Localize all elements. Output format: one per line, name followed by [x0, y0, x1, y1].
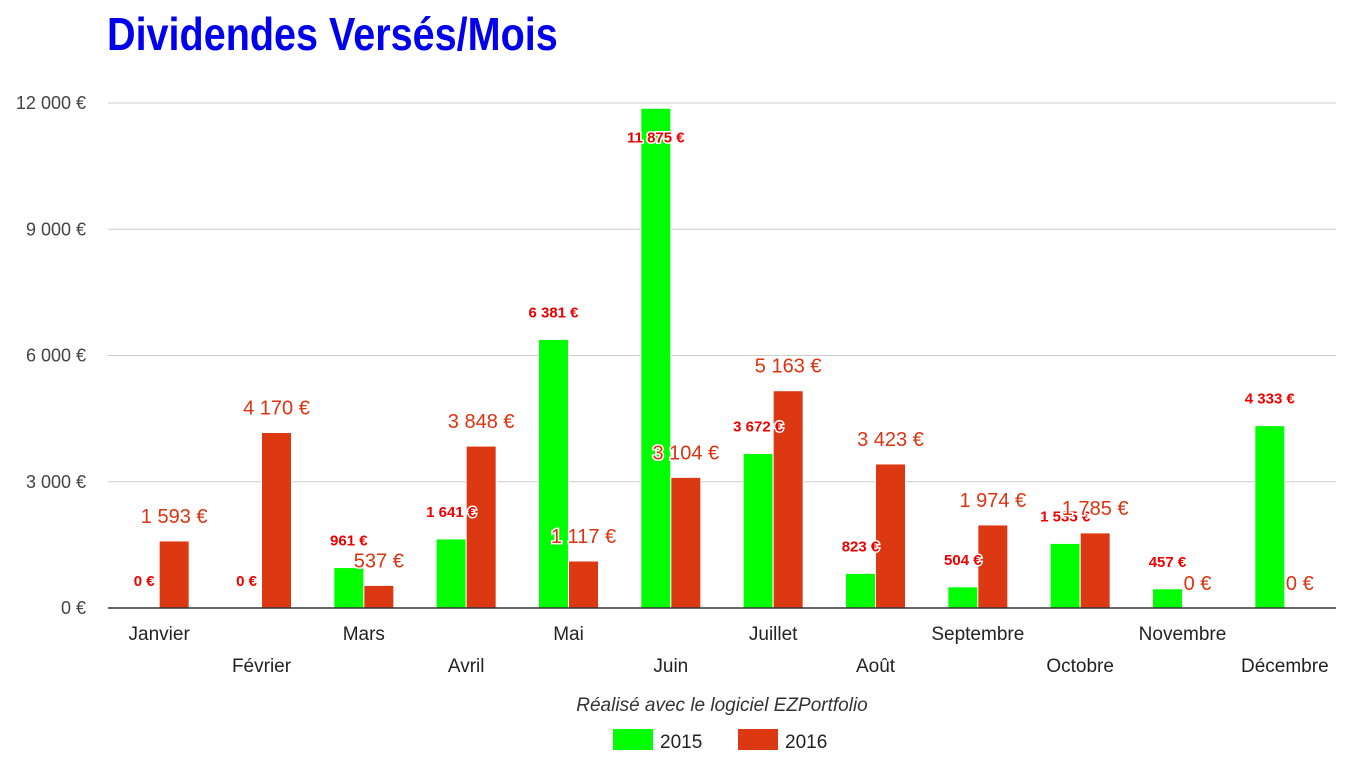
- y-tick-label: 12 000 €: [16, 93, 86, 113]
- bar-2016: [568, 560, 599, 609]
- y-tick-label: 6 000 €: [26, 346, 86, 366]
- bar-2015: [435, 538, 467, 609]
- y-tick-label: 3 000 €: [26, 472, 86, 492]
- x-axis-categories: Janvier Février Mars Avril Mai Juin Juillet Aoû…: [129, 624, 1329, 677]
- bar-2016: [465, 445, 497, 609]
- data-label-2015: 1 641 €: [426, 504, 477, 521]
- bar-2016: [875, 463, 906, 609]
- data-label-2016: 3 848 €: [448, 411, 515, 433]
- data-label-2015: 4 333 €: [1245, 391, 1296, 408]
- data-label-2015: 457 €: [1149, 554, 1187, 571]
- data-label-2015: 823 €: [842, 538, 880, 555]
- x-category-label: Août: [856, 656, 896, 677]
- data-labels: 0 € 1 593 € 0 € 4 170 € 961 €537 € 1 641 € 3 8…: [132, 128, 1315, 597]
- bar-2016: [977, 524, 1009, 609]
- data-label-2016: 0 €: [1184, 573, 1212, 595]
- x-category-label: Février: [232, 656, 292, 677]
- bar-2015: [845, 572, 876, 609]
- x-category-label: Juillet: [749, 624, 798, 645]
- bar-2015: [640, 107, 672, 609]
- data-label-2016: 3 423 €: [857, 429, 924, 451]
- data-label-2015: 0 €: [134, 573, 156, 590]
- x-category-label: Septembre: [931, 624, 1024, 645]
- y-tick-label: 9 000 €: [26, 219, 86, 239]
- grid-lines: [108, 102, 1336, 483]
- bar-2016: [158, 540, 190, 609]
- data-label-2016: 4 170 €: [243, 398, 310, 420]
- bar-2015: [947, 586, 979, 609]
- bar-2016: [1079, 532, 1111, 609]
- data-label-2016: 1 117 €: [551, 526, 616, 548]
- y-axis-ticks: 0 € 3 000 € 6 000 € 9 000 € 12 000 €: [16, 93, 86, 618]
- bar-2015: [1152, 588, 1183, 609]
- data-label-2016: 3 104 €: [652, 442, 719, 464]
- data-label-2015: 504 €: [944, 552, 982, 569]
- data-label-2015: 11 875 €: [627, 129, 685, 146]
- data-label-2016: 0 €: [1286, 573, 1314, 595]
- data-label-2015: 1 535 €: [1040, 508, 1091, 525]
- chart-caption: Réalisé avec le logiciel EZPortfolio: [576, 695, 867, 716]
- x-category-label: Avril: [448, 656, 485, 677]
- bar-2016: [261, 432, 292, 609]
- x-category-label: Décembre: [1241, 656, 1329, 677]
- x-category-label: Octobre: [1046, 656, 1114, 677]
- data-label-2016: 537 €: [354, 550, 404, 572]
- bar-2015: [1049, 542, 1081, 609]
- bar-2016: [670, 476, 702, 609]
- data-label-2016: 1 974 €: [959, 490, 1026, 512]
- data-label-2015: 0 €: [236, 573, 258, 590]
- y-tick-label: 0 €: [61, 598, 86, 618]
- legend: 2015 2016: [613, 729, 827, 753]
- legend-label-2015: 2015: [660, 732, 702, 753]
- bar-2015: [1254, 425, 1286, 609]
- bar-2015: [333, 567, 365, 609]
- bars: [158, 107, 1286, 609]
- x-category-label: Janvier: [129, 624, 191, 645]
- data-label-2016: 1 593 €: [141, 506, 208, 528]
- bar-2016: [363, 584, 395, 609]
- data-label-2016: 5 163 €: [755, 356, 822, 378]
- x-category-label: Mai: [553, 624, 584, 645]
- legend-swatch-2015: [613, 729, 653, 750]
- x-category-label: Juin: [653, 656, 688, 677]
- data-label-2015: 3 672 €: [733, 418, 784, 435]
- x-category-label: Novembre: [1139, 624, 1227, 645]
- x-category-label: Mars: [343, 624, 385, 645]
- data-label-2016: 1 785 €: [1062, 498, 1129, 520]
- data-label-2015: 6 381 €: [528, 304, 579, 321]
- legend-swatch-2016: [738, 729, 778, 750]
- legend-label-2016: 2016: [785, 732, 827, 753]
- data-label-2015: 961 €: [330, 533, 368, 550]
- chart-title: Dividendes Versés/Mois: [107, 8, 558, 60]
- bar-2015: [538, 338, 569, 609]
- bar-2015: [742, 452, 774, 609]
